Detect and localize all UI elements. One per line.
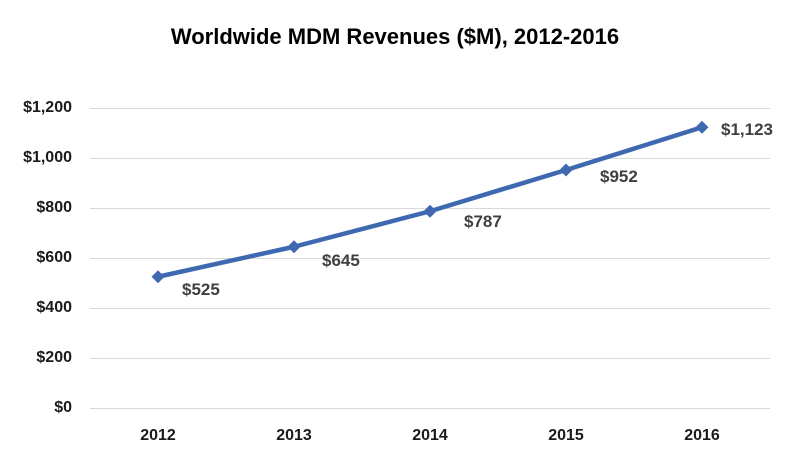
data-point-marker-2012	[151, 270, 165, 284]
gridline-200	[90, 358, 770, 359]
data-point-label-2013: $645	[322, 250, 360, 270]
data-point-marker-2016	[695, 120, 709, 134]
x-axis-category-label-2014: 2014	[412, 427, 448, 444]
gridline-0	[90, 408, 770, 409]
y-axis-tick-label: $800	[36, 199, 72, 216]
data-point-label-2012: $525	[182, 279, 220, 299]
gridline-1000	[90, 158, 770, 159]
revenue-line	[155, 125, 705, 279]
data-point-marker-2014	[423, 204, 437, 218]
y-axis-tick-label: $600	[36, 249, 72, 266]
y-axis-tick-label: $400	[36, 299, 72, 316]
data-point-label-2014: $787	[464, 212, 502, 232]
x-axis-category-label-2013: 2013	[276, 427, 312, 444]
data-point-label-2015: $952	[600, 167, 638, 186]
gridline-600	[90, 258, 770, 259]
data-point-marker-2013	[287, 240, 301, 254]
y-axis-tick-label: $1,200	[23, 99, 72, 116]
x-axis-category-label-2016: 2016	[684, 427, 720, 444]
y-axis-tick-label: $200	[36, 349, 72, 366]
gridline-1200	[90, 108, 770, 109]
x-axis-category-label-2015: 2015	[548, 427, 584, 444]
y-axis-tick-label: $0	[54, 399, 72, 416]
x-axis-category-label-2012: 2012	[140, 427, 176, 444]
data-point-label-2016: $1,123	[721, 120, 773, 140]
chart-title: Worldwide MDM Revenues ($M), 2012-2016	[170, 24, 620, 49]
gridline-400	[90, 308, 770, 309]
y-axis-tick-label: $1,000	[23, 149, 72, 166]
data-point-marker-2015	[559, 163, 573, 177]
